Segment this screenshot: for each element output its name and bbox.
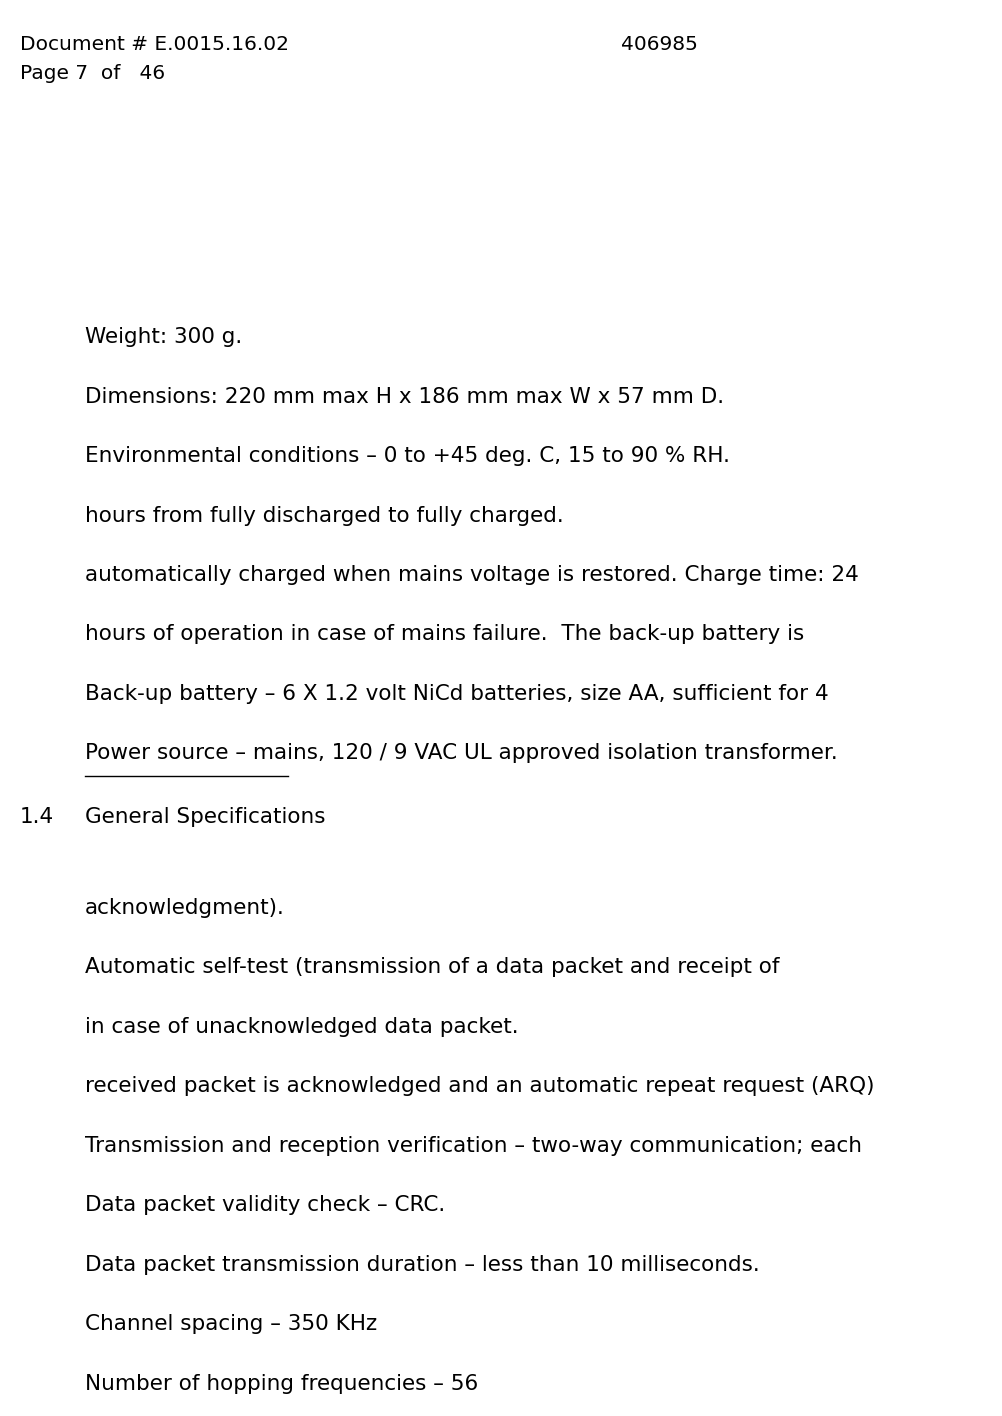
Text: Data packet validity check – CRC.: Data packet validity check – CRC. bbox=[85, 1195, 446, 1215]
Text: Page 7  of   46: Page 7 of 46 bbox=[20, 64, 165, 82]
Text: Weight: 300 g.: Weight: 300 g. bbox=[85, 327, 242, 347]
Text: received packet is acknowledged and an automatic repeat request (ARQ): received packet is acknowledged and an a… bbox=[85, 1076, 875, 1096]
Text: acknowledgment).: acknowledgment). bbox=[85, 898, 285, 918]
Text: Number of hopping frequencies – 56: Number of hopping frequencies – 56 bbox=[85, 1374, 478, 1393]
Text: Data packet transmission duration – less than 10 milliseconds.: Data packet transmission duration – less… bbox=[85, 1255, 760, 1274]
Text: Channel spacing – 350 KHz: Channel spacing – 350 KHz bbox=[85, 1314, 378, 1334]
Text: in case of unacknowledged data packet.: in case of unacknowledged data packet. bbox=[85, 1017, 519, 1037]
Text: Document # E.0015.16.02: Document # E.0015.16.02 bbox=[20, 35, 289, 54]
Text: Transmission and reception verification – two-way communication; each: Transmission and reception verification … bbox=[85, 1136, 862, 1155]
Text: 1.4: 1.4 bbox=[20, 807, 54, 827]
Text: hours from fully discharged to fully charged.: hours from fully discharged to fully cha… bbox=[85, 506, 564, 525]
Text: 406985: 406985 bbox=[621, 35, 698, 54]
Text: hours of operation in case of mains failure.  The back-up battery is: hours of operation in case of mains fail… bbox=[85, 624, 805, 644]
Text: Power source – mains, 120 / 9 VAC UL approved isolation transformer.: Power source – mains, 120 / 9 VAC UL app… bbox=[85, 743, 838, 763]
Text: automatically charged when mains voltage is restored. Charge time: 24: automatically charged when mains voltage… bbox=[85, 565, 859, 585]
Text: Environmental conditions – 0 to +45 deg. C, 15 to 90 % RH.: Environmental conditions – 0 to +45 deg.… bbox=[85, 446, 730, 466]
Text: Dimensions: 220 mm max H x 186 mm max W x 57 mm D.: Dimensions: 220 mm max H x 186 mm max W … bbox=[85, 387, 724, 406]
Text: Automatic self-test (transmission of a data packet and receipt of: Automatic self-test (transmission of a d… bbox=[85, 957, 780, 977]
Text: General Specifications: General Specifications bbox=[85, 807, 326, 827]
Text: Back-up battery – 6 X 1.2 volt NiCd batteries, size AA, sufficient for 4: Back-up battery – 6 X 1.2 volt NiCd batt… bbox=[85, 684, 829, 704]
